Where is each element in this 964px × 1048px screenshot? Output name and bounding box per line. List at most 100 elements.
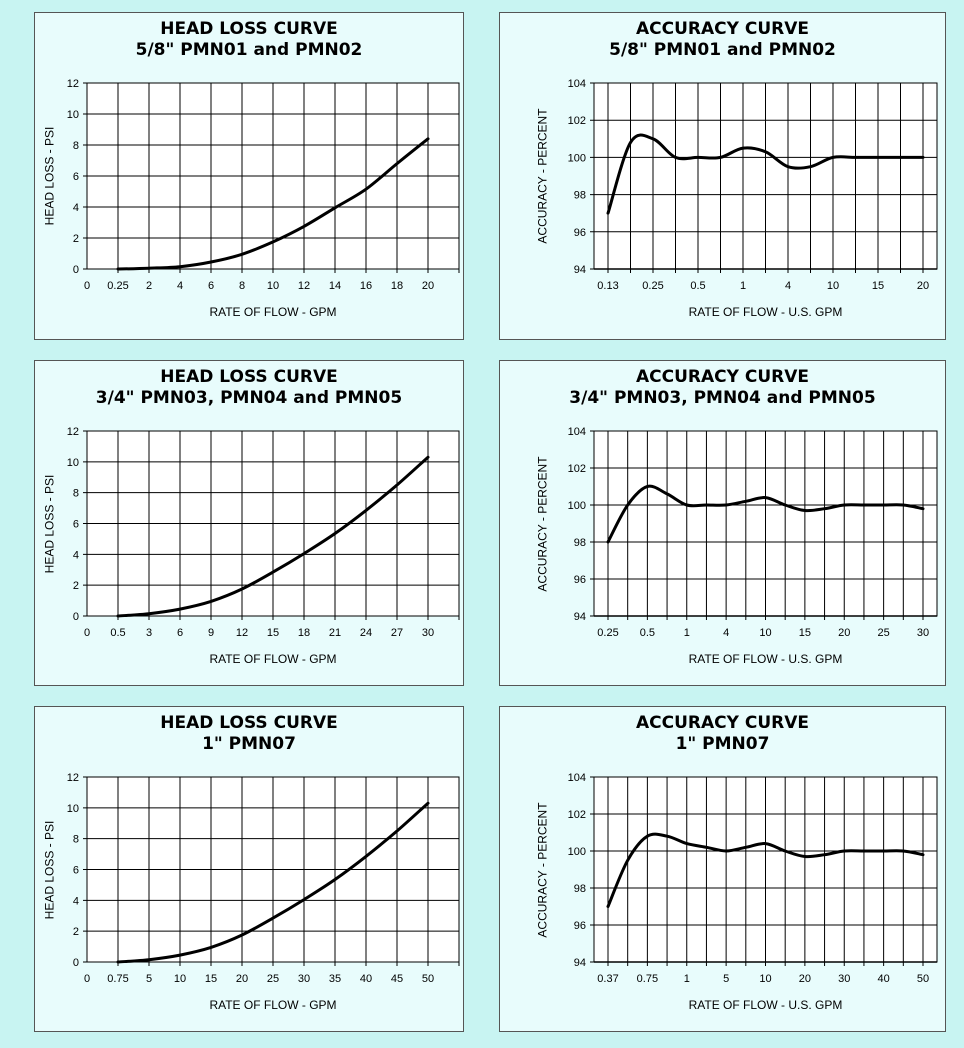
plot-area: 94 96 98 100 102 104 0.25 0.5 1 4 10 15 20 25 30 xyxy=(568,426,938,639)
x-tick-label: 10 xyxy=(827,280,839,292)
x-tick-label: 4 xyxy=(785,280,791,292)
y-tick-label: 12 xyxy=(67,78,79,90)
x-tick-label: 0.37 xyxy=(597,973,618,985)
y-tick-label: 8 xyxy=(73,834,79,846)
y-tick-label: 94 xyxy=(574,957,586,969)
x-axis-label: RATE OF FLOW - GPM xyxy=(209,305,337,319)
x-tick-label: 10 xyxy=(759,973,771,985)
x-tick-label: 15 xyxy=(267,627,279,639)
chart-title: HEAD LOSS CURVE 1" PMN07 xyxy=(160,713,338,754)
chart-title: ACCURACY CURVE 3/4" PMN03, PMN04 and PMN… xyxy=(569,367,876,408)
y-tick-label: 12 xyxy=(67,426,79,438)
y-tick-label: 10 xyxy=(67,803,79,815)
x-tick-label: 0.75 xyxy=(107,973,128,985)
x-tick-label: 14 xyxy=(329,280,341,292)
x-tick-label: 25 xyxy=(878,627,890,639)
x-tick-label: 1 xyxy=(684,973,690,985)
x-tick-label: 20 xyxy=(838,627,850,639)
y-axis-label: HEAD LOSS - PSI xyxy=(41,474,56,573)
x-tick-label: 50 xyxy=(422,973,434,985)
y-tick-label: 10 xyxy=(67,109,79,121)
x-axis-label: RATE OF FLOW - U.S. GPM xyxy=(688,305,843,319)
x-tick-label: 18 xyxy=(298,627,310,639)
head-loss-chart-1: HEAD LOSS CURVE 1" PMN07 0 2 4 6 8 10 12 0 0.75 5… xyxy=(34,706,464,1032)
y-axis-label: ACCURACY - PERCENT xyxy=(535,108,550,244)
x-tick-label: 16 xyxy=(360,280,372,292)
y-tick-label: 0 xyxy=(73,264,79,276)
x-tick-label: 30 xyxy=(917,627,929,639)
y-axis-label: HEAD LOSS - PSI xyxy=(41,820,56,919)
y-tick-label: 4 xyxy=(73,549,79,561)
x-tick-label: 24 xyxy=(360,627,372,639)
y-tick-label: 100 xyxy=(568,846,586,858)
x-tick-label: 20 xyxy=(917,280,929,292)
y-tick-label: 0 xyxy=(73,611,79,623)
x-tick-label: 12 xyxy=(298,280,310,292)
plot-area: 94 96 98 100 102 104 0.37 0.75 1 5 10 20 30 40 50 xyxy=(568,772,938,985)
x-tick-label: 1 xyxy=(684,627,690,639)
x-tick-label: 20 xyxy=(236,973,248,985)
y-tick-label: 12 xyxy=(67,772,79,784)
x-tick-label: 10 xyxy=(174,973,186,985)
y-tick-label: 94 xyxy=(574,611,586,623)
y-tick-label: 98 xyxy=(574,883,586,895)
x-tick-label: 50 xyxy=(917,973,929,985)
y-tick-label: 96 xyxy=(574,920,586,932)
x-tick-label: 4 xyxy=(177,280,183,292)
y-tick-label: 10 xyxy=(67,457,79,469)
y-tick-label: 2 xyxy=(73,233,79,245)
x-axis-label: RATE OF FLOW - U.S. GPM xyxy=(688,998,843,1012)
x-tick-label: 0 xyxy=(84,627,90,639)
y-tick-label: 2 xyxy=(73,926,79,938)
x-tick-label: 0.25 xyxy=(107,280,128,292)
x-tick-label: 15 xyxy=(799,627,811,639)
y-tick-label: 6 xyxy=(73,865,79,877)
y-tick-label: 102 xyxy=(568,463,586,475)
x-tick-label: 27 xyxy=(391,627,403,639)
y-tick-label: 98 xyxy=(574,190,586,202)
y-axis-label: HEAD LOSS - PSI xyxy=(41,126,56,226)
x-tick-label: 6 xyxy=(208,280,214,292)
y-tick-label: 6 xyxy=(73,519,79,531)
x-tick-label: 1 xyxy=(740,280,746,292)
head-loss-chart-3-4: HEAD LOSS CURVE 3/4" PMN03, PMN04 and PM… xyxy=(34,360,464,686)
x-tick-label: 35 xyxy=(329,973,341,985)
x-tick-label: 0 xyxy=(84,280,90,292)
chart-title: ACCURACY CURVE 5/8" PMN01 and PMN02 xyxy=(609,19,836,60)
x-tick-label: 30 xyxy=(838,973,850,985)
x-tick-label: 0.75 xyxy=(637,973,658,985)
y-tick-label: 102 xyxy=(568,809,586,821)
x-tick-label: 15 xyxy=(872,280,884,292)
y-tick-label: 0 xyxy=(73,957,79,969)
x-tick-label: 0.5 xyxy=(110,627,125,639)
x-tick-label: 5 xyxy=(146,973,152,985)
y-tick-label: 8 xyxy=(73,140,79,152)
accuracy-chart-1: ACCURACY CURVE 1" PMN07 94 96 98 100 102 104 0… xyxy=(499,706,946,1032)
x-tick-label: 2 xyxy=(146,280,152,292)
x-tick-label: 6 xyxy=(177,627,183,639)
y-tick-label: 102 xyxy=(568,115,586,127)
x-tick-label: 3 xyxy=(146,627,152,639)
y-axis-label: ACCURACY - PERCENT xyxy=(535,801,550,938)
accuracy-chart-5-8: ACCURACY CURVE 5/8" PMN01 and PMN02 94 96… xyxy=(499,12,946,340)
x-tick-label: 0.5 xyxy=(690,280,705,292)
x-tick-label: 21 xyxy=(329,627,341,639)
x-tick-label: 20 xyxy=(422,280,434,292)
x-tick-label: 0.25 xyxy=(597,627,618,639)
x-tick-label: 45 xyxy=(391,973,403,985)
y-tick-label: 4 xyxy=(73,202,79,214)
head-loss-chart-5-8: HEAD LOSS CURVE 5/8" PMN01 and PMN02 0 2 4… xyxy=(34,12,464,340)
x-tick-label: 10 xyxy=(759,627,771,639)
x-tick-label: 25 xyxy=(267,973,279,985)
x-tick-label: 10 xyxy=(267,280,279,292)
y-tick-label: 2 xyxy=(73,580,79,592)
chart-title: HEAD LOSS CURVE 3/4" PMN03, PMN04 and PM… xyxy=(95,367,403,408)
y-axis-label: ACCURACY - PERCENT xyxy=(535,455,550,592)
y-tick-label: 6 xyxy=(73,171,79,183)
x-tick-label: 4 xyxy=(723,627,729,639)
x-tick-label: 0 xyxy=(84,973,90,985)
x-axis-label: RATE OF FLOW - GPM xyxy=(209,652,337,666)
x-tick-label: 0.5 xyxy=(640,627,655,639)
x-tick-label: 9 xyxy=(208,627,214,639)
x-tick-label: 0.13 xyxy=(597,280,618,292)
